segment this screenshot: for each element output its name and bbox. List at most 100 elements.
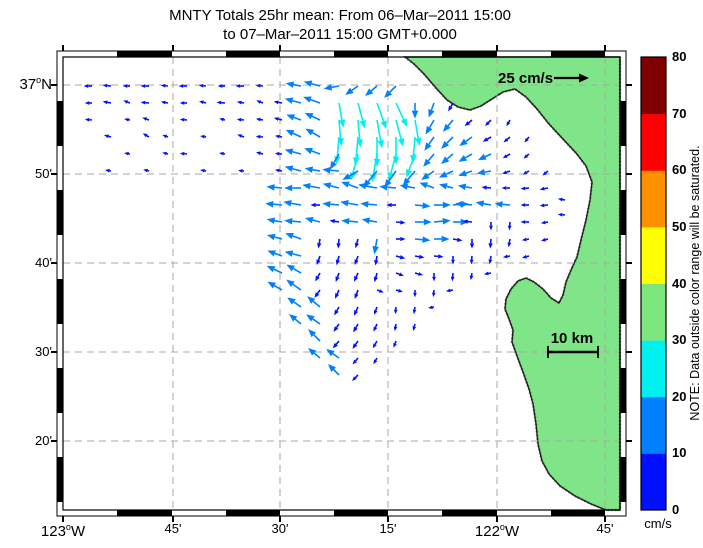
current-vector-arrow — [338, 102, 346, 128]
current-vector-arrow — [123, 100, 131, 104]
current-vector-arrow — [393, 323, 398, 332]
current-vector-arrow — [306, 314, 321, 325]
current-vector-arrow — [284, 250, 302, 257]
current-vector-arrow — [310, 202, 320, 208]
current-vector-arrow — [395, 272, 404, 277]
current-vector-arrow — [143, 168, 150, 173]
current-vector-arrow — [342, 170, 359, 180]
current-vector-arrow — [469, 255, 474, 265]
current-vector-arrow — [520, 203, 529, 207]
current-vector-arrow — [399, 183, 416, 190]
current-vector-arrow — [441, 136, 454, 149]
frame-zebra-segment — [57, 457, 63, 502]
current-vector-arrow — [354, 289, 359, 300]
current-vector-arrow — [289, 313, 302, 325]
current-vector-arrow — [384, 85, 397, 98]
reference-vector-label: 25 cm/s — [498, 70, 554, 87]
frame-zebra-segment — [551, 51, 605, 57]
current-vector-arrow — [340, 200, 359, 207]
current-vector-arrow — [372, 340, 378, 349]
current-vector-arrow — [255, 117, 264, 122]
current-vector-arrow — [439, 183, 454, 190]
current-vector-arrow — [178, 84, 187, 88]
current-vector-arrow — [265, 200, 283, 208]
current-vector-arrow — [452, 237, 463, 242]
current-vector-arrow — [502, 254, 511, 259]
current-vector-arrow — [329, 219, 340, 224]
current-vector-arrow — [217, 84, 225, 88]
frame-zebra-segment — [620, 101, 626, 146]
frame-zebra-segment — [442, 510, 497, 516]
current-vector-arrow — [373, 357, 378, 365]
current-vector-arrow — [352, 357, 359, 365]
current-vector-arrow — [358, 182, 378, 190]
current-vector-arrow — [373, 272, 378, 283]
current-vector-arrow — [412, 323, 417, 331]
current-vector-arrow — [415, 218, 432, 226]
current-vector-arrow — [360, 200, 378, 208]
x-tick-label: 30' — [271, 521, 289, 536]
current-vector-arrow — [522, 254, 530, 259]
current-vector-arrow — [353, 272, 359, 282]
frame-zebra-segment — [57, 368, 63, 413]
current-vector-arrow — [483, 271, 492, 276]
current-vector-arrow — [255, 134, 264, 139]
current-vector-arrow — [406, 153, 416, 178]
current-vector-arrow — [434, 201, 451, 209]
current-vector-arrow — [335, 272, 340, 283]
current-vector-arrow — [386, 202, 396, 208]
current-vector-arrow — [256, 100, 264, 104]
current-vector-arrow — [462, 219, 473, 224]
current-vector-arrow — [451, 256, 455, 265]
current-vector-arrow — [334, 289, 340, 299]
current-vector-arrow — [326, 349, 340, 359]
current-vector-arrow — [336, 238, 341, 249]
current-vector-arrow — [414, 119, 422, 146]
current-vector-arrow — [198, 83, 207, 88]
current-vector-arrow — [315, 272, 321, 282]
reference-arrow-head — [579, 73, 589, 83]
current-vector-arrow — [469, 239, 475, 249]
y-tick-label: 37oN — [19, 75, 52, 93]
colorbar-tick-label: 70 — [672, 105, 687, 121]
current-vector-arrow — [379, 183, 397, 191]
current-vector-arrow — [266, 265, 283, 274]
current-vector-arrow — [557, 212, 566, 217]
scale-bar-label: 10 km — [550, 330, 594, 347]
current-vector-arrow — [323, 84, 340, 91]
current-vector-arrow — [341, 217, 359, 225]
current-vector-arrow — [83, 84, 92, 88]
current-vector-arrow — [374, 255, 379, 266]
current-vector-arrow — [412, 306, 417, 315]
colorbar-unit-label: cm/s — [644, 516, 672, 531]
current-vector-arrow — [322, 166, 340, 174]
current-vector-arrow — [421, 170, 435, 180]
current-vector-arrow — [395, 119, 405, 147]
current-vector-arrow — [395, 255, 406, 260]
current-vector-arrow — [441, 153, 454, 165]
colorbar-segment — [641, 340, 666, 398]
current-vector-arrow — [481, 185, 492, 190]
current-vector-arrow — [432, 273, 436, 282]
current-vector-arrow — [433, 254, 444, 259]
current-vector-arrow — [428, 305, 435, 310]
current-vector-arrow — [395, 102, 408, 127]
frame-zebra-segment — [57, 279, 63, 324]
current-vector-arrow — [219, 117, 226, 122]
current-vector-arrow — [266, 233, 283, 241]
current-vector-arrow — [433, 217, 451, 225]
colorbar-segment — [641, 57, 666, 115]
x-tick-label: 15' — [379, 521, 397, 536]
current-vector-arrow — [267, 281, 283, 291]
current-vector-arrow — [330, 153, 340, 170]
current-vector-arrow — [396, 236, 406, 242]
current-vector-arrow — [305, 128, 321, 138]
current-vector-arrow — [523, 153, 530, 159]
current-vector-arrow — [142, 117, 150, 121]
current-vector-arrow — [104, 134, 112, 139]
current-vector-arrow — [285, 81, 302, 88]
current-vector-arrow — [352, 374, 359, 381]
current-vector-arrow — [542, 170, 549, 176]
current-vector-arrow — [102, 83, 112, 88]
